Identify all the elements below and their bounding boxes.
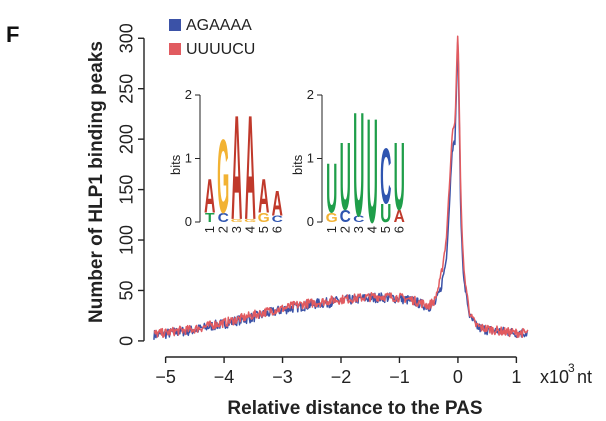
legend: AGAAAA UUUUCU xyxy=(169,17,255,58)
logo-letter-u: U xyxy=(326,149,337,228)
logo-letter-u: U xyxy=(394,123,405,230)
y-tick-label: 150 xyxy=(117,175,137,205)
logo-position-label: 5 xyxy=(256,226,271,233)
logo-tick-label: 0 xyxy=(185,214,192,229)
logo-letter-g: G xyxy=(231,219,243,224)
logo-letter-c: C xyxy=(218,211,230,226)
logo-letter-c: C xyxy=(272,214,283,224)
logo-tick-label: 1 xyxy=(185,151,192,166)
logo-position-label: 5 xyxy=(378,226,393,233)
logo-letter-g: G xyxy=(217,117,229,235)
logo-position-label: 4 xyxy=(242,226,257,233)
logo-letter-c: C xyxy=(353,214,364,224)
logo-tick-label: 2 xyxy=(307,87,314,102)
logo-letter-u: U xyxy=(353,82,364,248)
series-layer xyxy=(153,35,529,340)
logo-position-label: 2 xyxy=(337,226,352,233)
logo-letter-t: T xyxy=(205,211,215,226)
x-tick-label: −1 xyxy=(389,367,410,387)
logo-position-label: 1 xyxy=(202,226,217,233)
logo-letter-a: A xyxy=(394,206,405,226)
logo-tick-label: 1 xyxy=(307,151,314,166)
y-tick-label: 250 xyxy=(117,74,137,104)
x-unit-base: x10 xyxy=(540,367,569,387)
logo-letter-a: A xyxy=(204,169,215,223)
y-tick-label: 200 xyxy=(117,124,137,154)
logo-letter-u: U xyxy=(367,88,378,254)
x-unit-exponent: 3 xyxy=(568,361,575,375)
logo-tick-label: 0 xyxy=(307,214,314,229)
x-axis-title: Relative distance to the PAS xyxy=(227,398,482,419)
y-axis-title: Number of HLP1 binding peaks xyxy=(86,41,107,323)
logo-letter-a: A xyxy=(231,85,242,251)
logo-letter-u: U xyxy=(340,123,351,230)
y-tick-label: 300 xyxy=(117,23,137,53)
legend-label-uuuucu: UUUUCU xyxy=(186,41,255,58)
y-tick-label: 50 xyxy=(117,280,137,300)
logo-letter-c: C xyxy=(380,134,391,221)
legend-swatch-agaaaa xyxy=(169,19,181,31)
sequence-logos: 012bitsTA1CG2GA3GA4GA5CA6012bitsGU1CU2CU… xyxy=(168,82,406,254)
logo-axis-label: bits xyxy=(290,154,305,175)
x-unit-suffix: nt xyxy=(577,367,592,387)
x-unit-label: x10 3 nt xyxy=(540,361,592,387)
logo-letter-g: G xyxy=(258,211,270,226)
logo-position-label: 3 xyxy=(351,226,366,233)
logo-position-label: 4 xyxy=(364,226,379,233)
legend-swatch-uuuucu xyxy=(169,43,181,55)
x-tick-label: 1 xyxy=(511,367,521,387)
logo-letter-u: U xyxy=(380,198,391,228)
panel-label: F xyxy=(6,22,19,47)
logo-letter-c: C xyxy=(340,206,351,226)
legend-label-agaaaa: AGAAAA xyxy=(186,17,252,34)
x-tick-label: −2 xyxy=(331,367,352,387)
logo-position-label: 6 xyxy=(391,226,406,233)
logo-position-label: 1 xyxy=(324,226,339,233)
logo-letter-a: A xyxy=(258,169,269,223)
logo-position-label: 3 xyxy=(229,226,244,233)
x-tick-label: −5 xyxy=(155,367,176,387)
y-tick-label: 0 xyxy=(117,336,137,346)
x-tick-label: −4 xyxy=(214,367,235,387)
logo-letter-a: A xyxy=(245,85,256,251)
logo-axis-label: bits xyxy=(168,154,183,175)
logo-tick-label: 2 xyxy=(185,87,192,102)
logo-letter-g: G xyxy=(326,211,338,226)
x-tick-label: −3 xyxy=(272,367,293,387)
series-line-uuuucu xyxy=(153,35,529,339)
logo-position-label: 6 xyxy=(269,226,284,233)
logo-letter-a: A xyxy=(272,183,283,223)
logo-letter-g: G xyxy=(244,219,256,224)
x-tick-label: 0 xyxy=(453,367,463,387)
y-tick-label: 100 xyxy=(117,225,137,255)
logo-position-label: 2 xyxy=(215,226,230,233)
